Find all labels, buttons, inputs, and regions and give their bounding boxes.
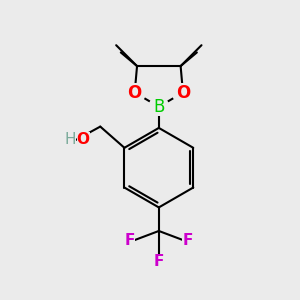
Text: F: F: [125, 233, 136, 248]
Text: F: F: [154, 254, 164, 269]
Text: O: O: [77, 132, 90, 147]
Text: F: F: [182, 233, 193, 248]
Text: B: B: [153, 98, 164, 116]
Text: O: O: [128, 84, 142, 102]
Text: O: O: [176, 84, 190, 102]
Text: H: H: [64, 132, 76, 147]
